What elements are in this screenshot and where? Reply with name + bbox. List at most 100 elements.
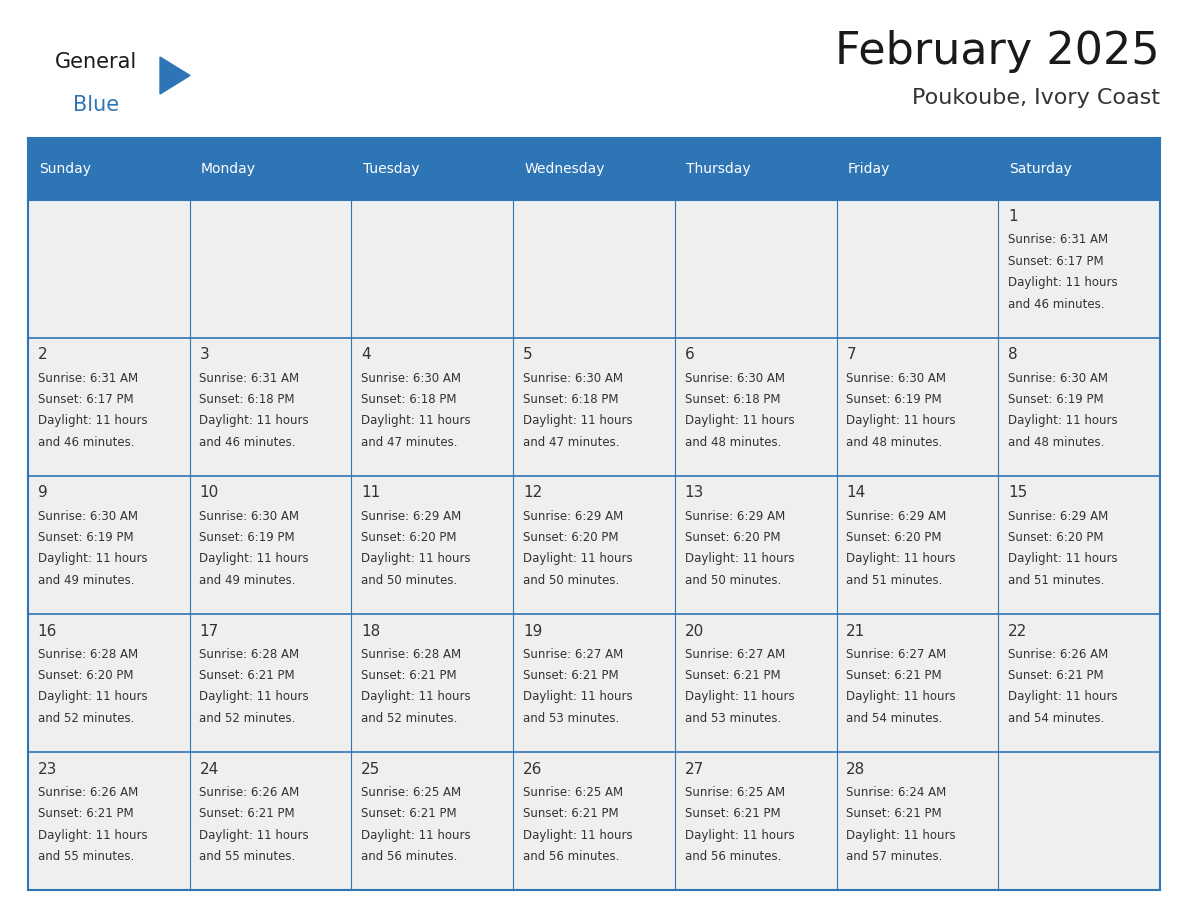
Text: Sunrise: 6:27 AM: Sunrise: 6:27 AM [523, 648, 623, 661]
Text: and 49 minutes.: and 49 minutes. [200, 574, 296, 587]
Text: Sunset: 6:21 PM: Sunset: 6:21 PM [361, 807, 456, 820]
Text: February 2025: February 2025 [835, 30, 1159, 73]
Bar [352, 752, 513, 890]
Text: 7: 7 [846, 347, 855, 363]
Bar [513, 138, 675, 199]
Bar [190, 476, 352, 614]
Bar [836, 199, 998, 338]
Text: 1: 1 [1007, 209, 1018, 224]
Text: and 48 minutes.: and 48 minutes. [846, 436, 942, 449]
Text: Sunrise: 6:26 AM: Sunrise: 6:26 AM [1007, 648, 1108, 661]
Text: and 55 minutes.: and 55 minutes. [38, 850, 134, 863]
Text: Sunrise: 6:30 AM: Sunrise: 6:30 AM [361, 372, 461, 385]
Text: Sunset: 6:21 PM: Sunset: 6:21 PM [684, 669, 781, 682]
Text: General: General [55, 52, 138, 72]
Text: Daylight: 11 hours: Daylight: 11 hours [684, 414, 795, 428]
Text: Sunrise: 6:29 AM: Sunrise: 6:29 AM [846, 509, 947, 522]
Text: Sunset: 6:18 PM: Sunset: 6:18 PM [200, 393, 295, 406]
Text: Sunrise: 6:25 AM: Sunrise: 6:25 AM [523, 786, 623, 799]
Text: Sunrise: 6:30 AM: Sunrise: 6:30 AM [200, 509, 299, 522]
Text: and 50 minutes.: and 50 minutes. [523, 574, 619, 587]
Text: Sunset: 6:17 PM: Sunset: 6:17 PM [1007, 255, 1104, 268]
Text: Daylight: 11 hours: Daylight: 11 hours [38, 414, 147, 428]
Bar [29, 338, 190, 476]
Text: Sunrise: 6:30 AM: Sunrise: 6:30 AM [846, 372, 947, 385]
Bar [513, 199, 675, 338]
Text: Saturday: Saturday [1010, 162, 1073, 176]
Text: and 46 minutes.: and 46 minutes. [38, 436, 134, 449]
Text: and 46 minutes.: and 46 minutes. [200, 436, 296, 449]
Text: Sunrise: 6:24 AM: Sunrise: 6:24 AM [846, 786, 947, 799]
Text: Daylight: 11 hours: Daylight: 11 hours [1007, 553, 1118, 565]
Text: and 53 minutes.: and 53 minutes. [523, 711, 619, 725]
Text: Daylight: 11 hours: Daylight: 11 hours [846, 553, 956, 565]
Text: Sunrise: 6:29 AM: Sunrise: 6:29 AM [361, 509, 461, 522]
Text: 15: 15 [1007, 486, 1028, 500]
Text: Daylight: 11 hours: Daylight: 11 hours [200, 690, 309, 703]
Bar [190, 138, 352, 199]
Text: Sunset: 6:21 PM: Sunset: 6:21 PM [523, 807, 619, 820]
Bar [675, 752, 836, 890]
Bar [29, 614, 190, 752]
Text: Sunrise: 6:25 AM: Sunrise: 6:25 AM [361, 786, 461, 799]
Text: Daylight: 11 hours: Daylight: 11 hours [523, 414, 632, 428]
Text: and 53 minutes.: and 53 minutes. [684, 711, 781, 725]
Text: and 52 minutes.: and 52 minutes. [200, 711, 296, 725]
Text: and 51 minutes.: and 51 minutes. [846, 574, 942, 587]
Text: Daylight: 11 hours: Daylight: 11 hours [523, 829, 632, 842]
Text: Daylight: 11 hours: Daylight: 11 hours [361, 553, 470, 565]
Text: 2: 2 [38, 347, 48, 363]
Text: Daylight: 11 hours: Daylight: 11 hours [200, 553, 309, 565]
Text: 22: 22 [1007, 623, 1028, 639]
Text: Sunrise: 6:29 AM: Sunrise: 6:29 AM [684, 509, 785, 522]
Text: Sunset: 6:17 PM: Sunset: 6:17 PM [38, 393, 133, 406]
Bar [675, 199, 836, 338]
Text: 17: 17 [200, 623, 219, 639]
Text: Sunset: 6:21 PM: Sunset: 6:21 PM [361, 669, 456, 682]
Text: Monday: Monday [201, 162, 257, 176]
Text: Sunset: 6:21 PM: Sunset: 6:21 PM [200, 669, 295, 682]
Text: Sunset: 6:21 PM: Sunset: 6:21 PM [523, 669, 619, 682]
Text: 10: 10 [200, 486, 219, 500]
Text: and 50 minutes.: and 50 minutes. [361, 574, 457, 587]
Text: 6: 6 [684, 347, 694, 363]
Text: Daylight: 11 hours: Daylight: 11 hours [1007, 414, 1118, 428]
Text: and 56 minutes.: and 56 minutes. [684, 850, 781, 863]
Polygon shape [160, 57, 190, 94]
Text: Daylight: 11 hours: Daylight: 11 hours [1007, 690, 1118, 703]
Bar [190, 338, 352, 476]
Text: Daylight: 11 hours: Daylight: 11 hours [361, 414, 470, 428]
Text: 4: 4 [361, 347, 371, 363]
Text: Sunset: 6:21 PM: Sunset: 6:21 PM [38, 807, 133, 820]
Text: and 57 minutes.: and 57 minutes. [846, 850, 942, 863]
Bar [998, 138, 1159, 199]
Text: Sunrise: 6:26 AM: Sunrise: 6:26 AM [200, 786, 299, 799]
Bar [998, 752, 1159, 890]
Bar [513, 752, 675, 890]
Bar [352, 199, 513, 338]
Text: Sunrise: 6:29 AM: Sunrise: 6:29 AM [523, 509, 623, 522]
Text: 9: 9 [38, 486, 48, 500]
Text: 14: 14 [846, 486, 866, 500]
Bar [513, 614, 675, 752]
Text: Sunrise: 6:28 AM: Sunrise: 6:28 AM [38, 648, 138, 661]
Text: and 51 minutes.: and 51 minutes. [1007, 574, 1105, 587]
Bar [998, 614, 1159, 752]
Text: Sunrise: 6:28 AM: Sunrise: 6:28 AM [361, 648, 461, 661]
Bar [998, 338, 1159, 476]
Text: Sunset: 6:21 PM: Sunset: 6:21 PM [200, 807, 295, 820]
Text: Sunset: 6:20 PM: Sunset: 6:20 PM [684, 531, 781, 544]
Text: and 50 minutes.: and 50 minutes. [684, 574, 781, 587]
Text: Daylight: 11 hours: Daylight: 11 hours [361, 829, 470, 842]
Text: Daylight: 11 hours: Daylight: 11 hours [846, 690, 956, 703]
Bar [998, 199, 1159, 338]
Text: 23: 23 [38, 762, 57, 777]
Text: 3: 3 [200, 347, 209, 363]
Text: and 47 minutes.: and 47 minutes. [523, 436, 619, 449]
Bar [836, 338, 998, 476]
Text: Sunset: 6:21 PM: Sunset: 6:21 PM [846, 669, 942, 682]
Text: Sunrise: 6:27 AM: Sunrise: 6:27 AM [846, 648, 947, 661]
Text: 16: 16 [38, 623, 57, 639]
Bar [675, 338, 836, 476]
Text: Sunrise: 6:25 AM: Sunrise: 6:25 AM [684, 786, 785, 799]
